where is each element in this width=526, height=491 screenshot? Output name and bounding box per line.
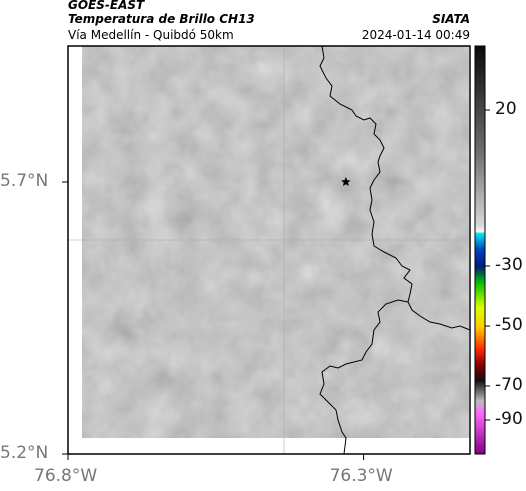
colorbar [474,45,486,455]
lat-tick-label: 5.2°N [0,443,49,463]
lon-tick-label: 76.8°W [34,466,98,486]
lat-tick-label: 5.7°N [0,171,49,191]
region-label: Vía Medellín - Quibdó 50km [68,28,234,42]
colorbar-tick-label: -50 [495,315,523,335]
axis-ticks [62,181,365,460]
colorbar-ticks [485,109,490,421]
datetime-label: 2024-01-14 00:49 [361,28,470,42]
department-border [319,45,471,331]
org-label: SIATA [432,12,470,26]
star-icon [341,177,351,187]
colorbar-tick-label: 20 [495,99,517,119]
colorbar-tick-label: -30 [495,255,523,275]
lon-tick-label: 76.3°W [329,466,393,486]
product-title: Temperatura de Brillo CH13 [68,12,255,26]
department-border-south [319,299,409,455]
colorbar-tick-label: -70 [495,375,523,395]
satellite-label: GOES-EAST [68,0,145,12]
temperature-field [82,46,469,438]
colorbar-tick-label: -90 [495,409,523,429]
map-frame [67,45,471,455]
